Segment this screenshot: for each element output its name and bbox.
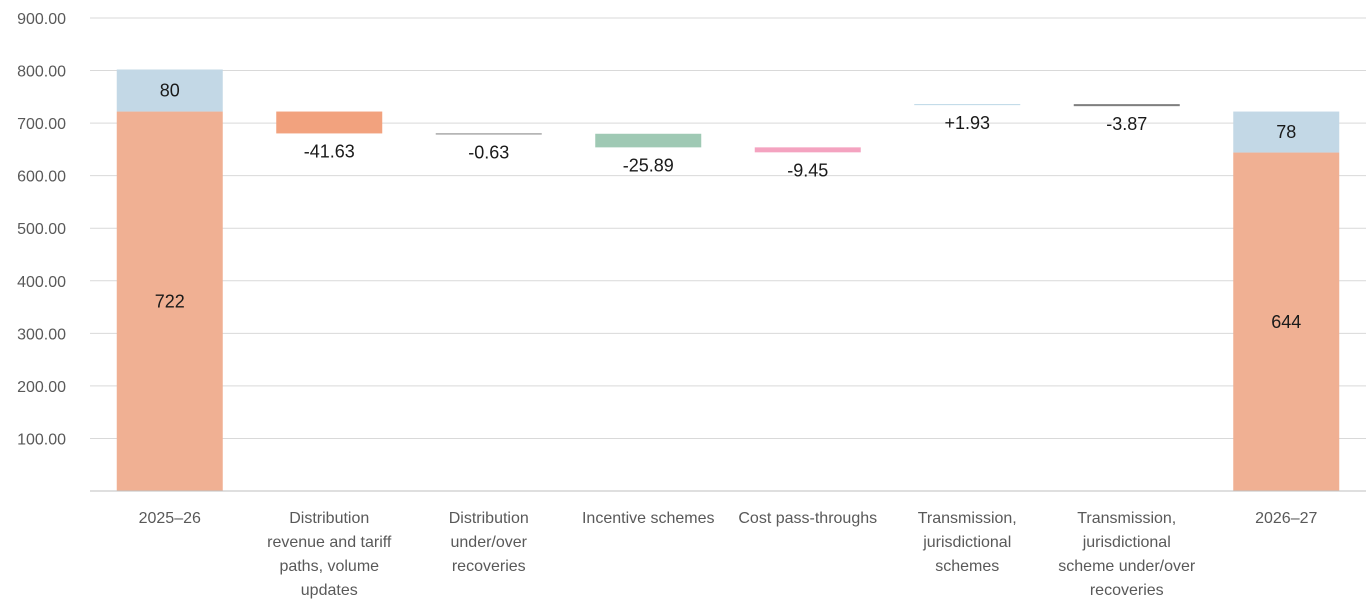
total-base-value-label: 722 [155, 291, 185, 311]
total-bar-base-segment [116, 111, 223, 491]
y-axis-tick-labels: 100.00 200.00 300.00 400.00 500.00 600.00 700.… [17, 11, 66, 448]
y-tick-label: 400.00 [17, 274, 66, 291]
step-bar [914, 104, 1021, 106]
step-value-label: -9.45 [787, 160, 828, 180]
x-category-label: recoveries [1090, 582, 1164, 599]
x-category-label: Incentive schemes [582, 510, 715, 527]
step-value-label: -25.89 [623, 155, 674, 175]
step-value-label: -3.87 [1106, 114, 1147, 134]
y-tick-label: 300.00 [17, 326, 66, 343]
x-category-label: Distribution [289, 510, 369, 527]
total-top-value-label: 80 [160, 81, 180, 101]
step-bar [435, 133, 542, 135]
x-category-label: scheme under/over [1058, 558, 1196, 575]
x-category-label: schemes [935, 558, 999, 575]
total-bar-top-segment [116, 69, 223, 112]
step-bar [754, 147, 861, 153]
x-category-label: Cost pass-throughs [738, 510, 877, 527]
total-base-value-label: 644 [1271, 312, 1301, 332]
total-bar-top-segment [1233, 111, 1340, 153]
x-category-label: jurisdictional [922, 534, 1011, 551]
step-bar [276, 111, 383, 134]
x-axis-category-labels: 2025–26 Distribution revenue and tariff pat… [139, 510, 1318, 599]
bars [116, 69, 1340, 491]
total-bar-base-segment [1233, 152, 1340, 491]
x-category-label: revenue and tariff [267, 534, 392, 551]
y-tick-label: 500.00 [17, 221, 66, 238]
x-category-label: recoveries [452, 558, 526, 575]
y-tick-label: 200.00 [17, 379, 66, 396]
y-tick-label: 700.00 [17, 116, 66, 133]
x-category-label: 2025–26 [139, 510, 201, 527]
y-tick-label: 800.00 [17, 64, 66, 81]
step-bar [1073, 104, 1180, 107]
gridlines [90, 17, 1366, 439]
data-labels: 722 80 644 78 -41.63 -0.63 -25.89 -9.45 +1.93 -3.… [155, 81, 1302, 332]
x-category-label: paths, volume [279, 558, 379, 575]
x-category-label: Transmission, [1077, 510, 1176, 527]
x-category-label: 2026–27 [1255, 510, 1317, 527]
y-tick-label: 900.00 [17, 11, 66, 28]
x-category-label: Distribution [449, 510, 529, 527]
step-bar [595, 133, 702, 148]
y-tick-label: 100.00 [17, 431, 66, 448]
step-value-label: -0.63 [468, 142, 509, 162]
x-category-label: jurisdictional [1082, 534, 1171, 551]
step-value-label: -41.63 [304, 141, 355, 161]
step-value-label: +1.93 [944, 113, 990, 133]
x-category-label: updates [301, 582, 358, 599]
y-tick-label: 600.00 [17, 169, 66, 186]
x-category-label: Transmission, [918, 510, 1017, 527]
total-top-value-label: 78 [1276, 122, 1296, 142]
x-category-label: under/over [451, 534, 528, 551]
